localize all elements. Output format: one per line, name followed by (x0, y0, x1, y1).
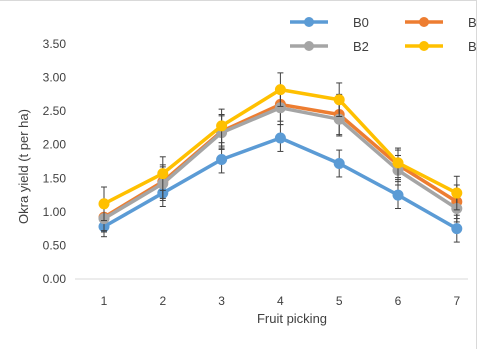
data-point (274, 84, 286, 96)
legend-swatch-marker (419, 41, 429, 51)
legend-label: B3 (468, 39, 477, 54)
y-axis-ticks: 0.00 0.50 1.00 1.50 2.00 2.50 3.00 3.50 (43, 37, 67, 286)
data-point (98, 198, 110, 210)
data-point (157, 168, 169, 180)
x-tick-label: 1 (101, 294, 108, 308)
y-tick-label: 1.00 (43, 205, 67, 219)
series-layer (98, 72, 463, 243)
x-tick-label: 2 (159, 294, 166, 308)
legend-swatch-marker (419, 17, 429, 27)
y-tick-label: 3.00 (43, 71, 67, 85)
legend-label: B0 (353, 15, 369, 30)
data-point (333, 94, 345, 106)
y-tick-label: 0.50 (43, 238, 67, 252)
series-b3 (98, 72, 463, 222)
y-tick-label: 3.50 (43, 37, 67, 51)
y-tick-label: 0.00 (43, 272, 67, 286)
series-b0 (98, 124, 463, 243)
legend: B0 B1 B2 B3 (290, 15, 477, 54)
legend-label: B2 (353, 39, 369, 54)
data-point (333, 158, 345, 170)
legend-item-b3: B3 (405, 39, 477, 54)
series-b2 (98, 90, 463, 233)
x-tick-label: 4 (277, 294, 284, 308)
data-point (451, 187, 463, 199)
x-tick-label: 5 (336, 294, 343, 308)
frame-top-border (0, 0, 477, 1)
y-axis-label: Okra yield (t per ha) (16, 109, 31, 224)
data-point (451, 223, 463, 235)
x-axis-label: Fruit picking (257, 311, 327, 326)
y-tick-label: 1.50 (43, 171, 67, 185)
y-tick-label: 2.00 (43, 138, 67, 152)
x-tick-label: 3 (218, 294, 225, 308)
x-axis-ticks: 1 2 3 4 5 6 7 (101, 294, 461, 308)
legend-swatch-marker (304, 41, 314, 51)
x-tick-label: 7 (453, 294, 460, 308)
legend-swatch-marker (304, 17, 314, 27)
y-tick-label: 2.50 (43, 104, 67, 118)
x-tick-label: 6 (395, 294, 402, 308)
legend-label: B1 (468, 15, 477, 30)
legend-item-b0: B0 (290, 15, 369, 30)
data-point (216, 153, 228, 165)
legend-item-b2: B2 (290, 39, 369, 54)
legend-item-b1: B1 (405, 15, 477, 30)
data-point (274, 132, 286, 144)
data-point (392, 157, 404, 169)
data-point (216, 120, 228, 132)
data-point (392, 189, 404, 201)
